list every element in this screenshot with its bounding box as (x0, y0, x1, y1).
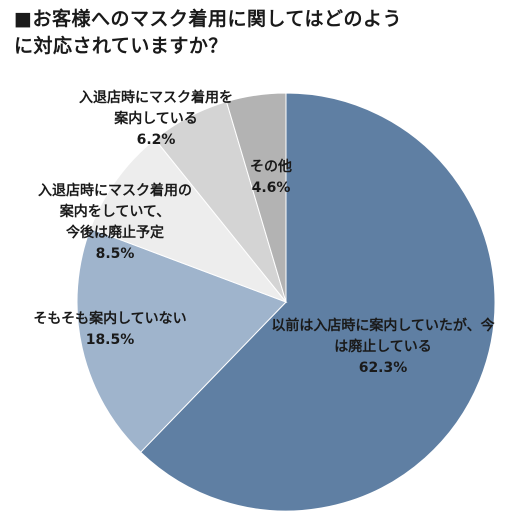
slice-category-label-4-0: その他 (250, 158, 292, 175)
slice-value-label-2: 8.5% (96, 246, 135, 262)
chart-title-line-2: に対応されていますか？ (14, 35, 228, 57)
chart-title: ■お客様へのマスク着用に関してはどのよう に対応されていますか？ (14, 6, 514, 60)
pie-slice-4 (225, 92, 287, 303)
slice-value-label-3: 6.2% (137, 132, 176, 148)
pie-slice-1 (76, 227, 287, 453)
pie-slice-2 (89, 138, 288, 304)
slice-value-label-0: 62.3% (359, 360, 408, 376)
slice-category-label-2-2: 今後は廃止予定 (65, 224, 164, 241)
pie-slice-0 (139, 92, 496, 512)
slice-value-label-1: 18.5% (86, 332, 135, 348)
chart-title-line-1: ■お客様へのマスク着用に関してはどのよう (14, 8, 403, 30)
slice-category-label-1-0: そもそも案内していない (33, 310, 186, 327)
slice-category-label-3-0: 入退店時にマスク着用を (79, 89, 233, 106)
slice-category-label-2-1: 案内をしていて、 (59, 203, 170, 220)
slice-category-label-0-0: 以前は入店時に案内していたが、今 (271, 317, 494, 334)
slice-category-label-3-1: 案内している (113, 110, 198, 127)
slice-category-label-0-1: は廃止している (334, 338, 432, 355)
slice-value-label-4: 4.6% (252, 180, 291, 196)
slice-category-label-2-0: 入退店時にマスク着用の (38, 182, 192, 199)
